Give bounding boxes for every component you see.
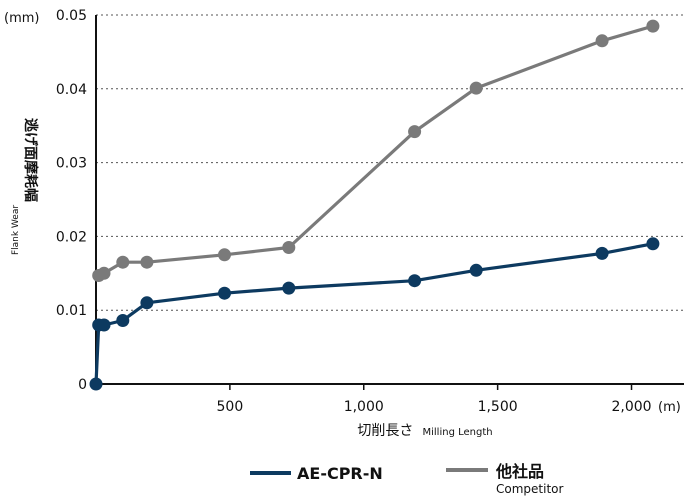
legend-sublabel-competitor: Competitor [496, 482, 563, 496]
series-line-competitor [98, 24, 654, 277]
data-point-competitor [218, 248, 231, 262]
x-axis-title-jp: 切削長さ [357, 423, 413, 439]
data-point-ae-cpr-n [140, 296, 154, 310]
x-tick-labels: 500 1,000 1,500 2,000 [217, 384, 652, 415]
data-point-ae-cpr-n [218, 286, 231, 300]
legend-item-competitor: 他社品 Competitor [446, 462, 563, 496]
data-point-competitor [116, 255, 130, 269]
x-tick-label: 500 [217, 399, 244, 415]
data-point-ae-cpr-n [97, 318, 111, 332]
y-tick-label: 0.02 [56, 229, 87, 245]
legend: AE-CPR-N 他社品 Competitor [250, 462, 563, 496]
axes [95, 15, 684, 385]
y-tick-label: 0.01 [56, 303, 87, 319]
y-axis-title-en: Flank Wear [11, 205, 21, 255]
y-tick-labels: 0 0.01 0.02 0.03 0.04 0.05 [56, 8, 87, 393]
y-axis-title-jp: 逃げ面摩耗幅 [22, 118, 39, 202]
data-point-ae-cpr-n [469, 263, 483, 277]
legend-label-competitor: 他社品 [495, 462, 544, 481]
series-ae-cpr-n [89, 237, 660, 391]
series-line-ae-cpr-n [94, 242, 654, 385]
data-point-ae-cpr-n [595, 246, 609, 260]
y-axis-title: 逃げ面摩耗幅 Flank Wear [11, 118, 39, 255]
data-point-ae-cpr-n [408, 274, 422, 288]
legend-item-ae-cpr-n: AE-CPR-N [250, 464, 383, 483]
x-tick-label: 2,000 [611, 399, 651, 415]
data-point-ae-cpr-n [282, 281, 296, 295]
y-tick-label: 0.04 [56, 82, 87, 98]
data-point-competitor [646, 19, 660, 33]
data-point-ae-cpr-n [89, 377, 103, 391]
series-competitor [92, 19, 660, 282]
data-point-ae-cpr-n [646, 237, 660, 251]
data-point-competitor [595, 34, 609, 48]
gridlines [96, 14, 684, 311]
x-unit-label: (m) [658, 400, 681, 415]
x-axis-title: 切削長さ Milling Length [357, 420, 492, 439]
x-tick-label: 1,000 [344, 399, 384, 415]
data-point-competitor [408, 125, 422, 139]
y-tick-label: 0.03 [56, 156, 87, 172]
data-point-competitor [469, 81, 483, 95]
y-unit-label: (mm) [4, 11, 39, 26]
data-point-competitor [282, 241, 296, 254]
series [89, 19, 660, 391]
y-tick-label: 0.05 [56, 8, 87, 24]
y-tick-label: 0 [78, 377, 87, 393]
data-point-competitor [97, 266, 111, 280]
x-axis-title-en: Milling Length [422, 427, 492, 438]
legend-label-ae-cpr-n: AE-CPR-N [297, 464, 383, 483]
data-point-ae-cpr-n [116, 314, 130, 327]
data-point-competitor [140, 255, 154, 269]
x-tick-label: 1,500 [478, 399, 518, 415]
